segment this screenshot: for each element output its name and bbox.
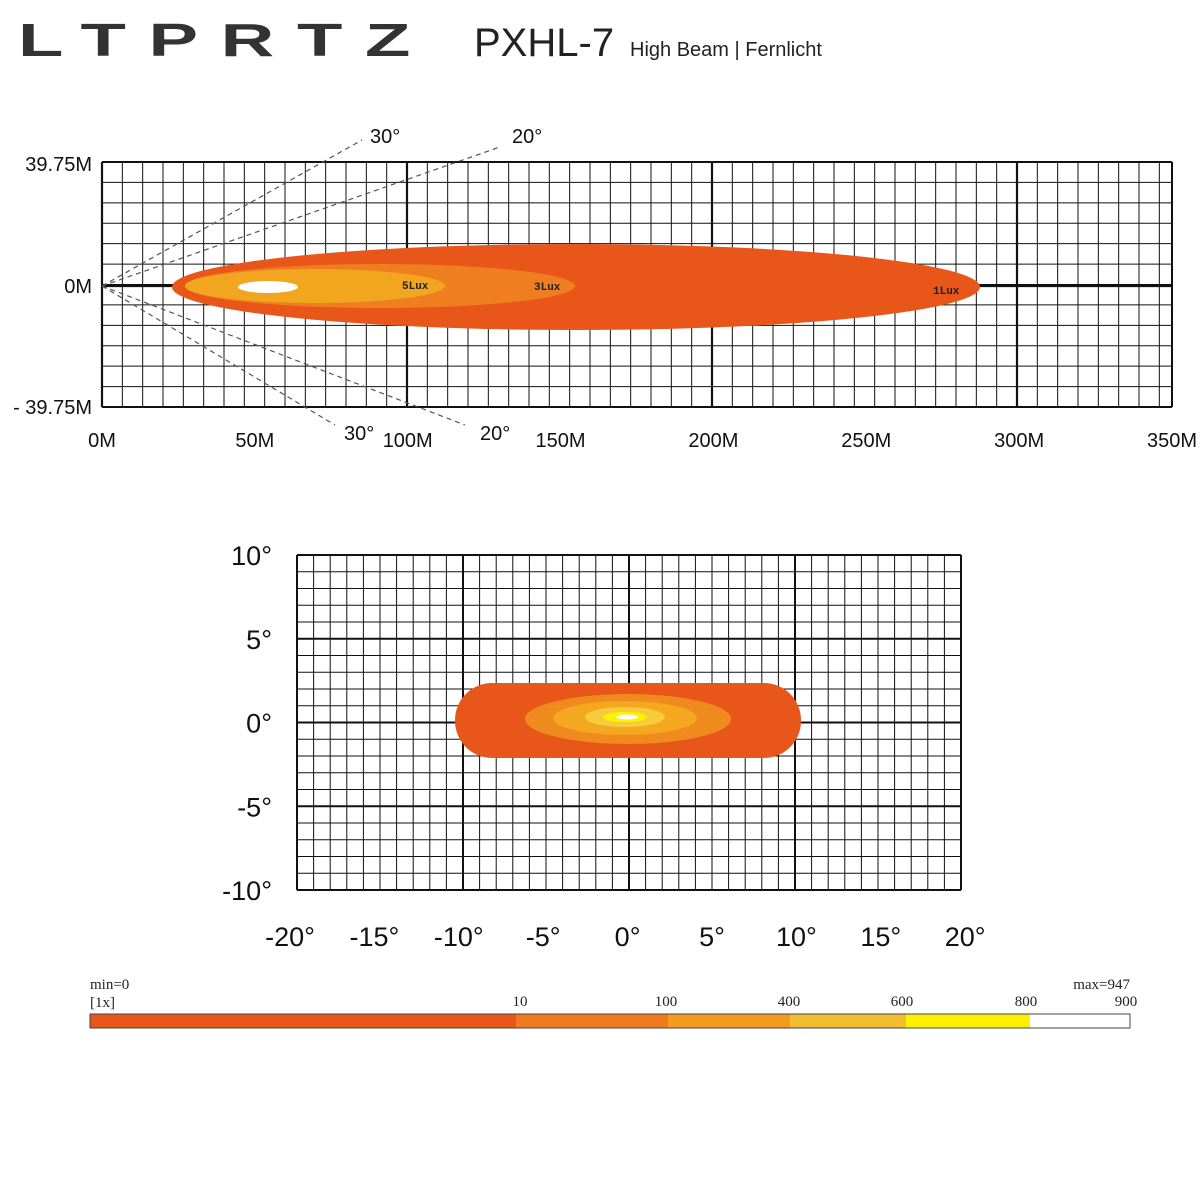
scale-unit: [1x] xyxy=(90,995,115,1011)
model: PXHL-7 xyxy=(474,21,614,65)
x-label: 200M xyxy=(688,430,738,452)
beam-core xyxy=(616,714,638,720)
x-label: 100M xyxy=(383,430,433,452)
angle-label: 20° xyxy=(480,423,510,445)
x-label: 300M xyxy=(994,430,1044,452)
x-label: -15° xyxy=(349,922,399,952)
x-label: -10° xyxy=(434,922,484,952)
scale-tick: 800 xyxy=(1015,994,1038,1010)
y-label: 10° xyxy=(231,541,272,571)
scale-min: min=0 xyxy=(90,977,129,993)
lux-label: 3Lux xyxy=(534,282,561,294)
beam-type: High Beam | Fernlicht xyxy=(630,39,822,61)
logo: LTPRTZ xyxy=(18,14,433,66)
top-beam xyxy=(172,244,980,330)
scale-segment xyxy=(90,1014,516,1028)
scale-border xyxy=(89,1013,1131,1029)
y-label: 39.75M xyxy=(25,154,92,176)
x-label: 150M xyxy=(536,430,586,452)
scale-segment xyxy=(1030,1014,1130,1028)
x-label: 0M xyxy=(88,430,116,452)
scale-tick: 600 xyxy=(891,994,914,1010)
bottom-beam xyxy=(455,683,801,758)
lux-label: 5Lux xyxy=(402,281,429,293)
y-label: 0° xyxy=(246,709,272,739)
color-scale: 10 100 400 600 800 900 xyxy=(89,994,1138,1029)
x-label: 15° xyxy=(860,922,901,952)
y-label: - 39.75M xyxy=(13,397,92,419)
x-label: 20° xyxy=(945,922,986,952)
scale-max: max=947 xyxy=(1073,977,1130,993)
scale-tick: 100 xyxy=(655,994,678,1010)
x-label: 250M xyxy=(841,430,891,452)
beam-core xyxy=(238,281,298,293)
y-label: 5° xyxy=(246,625,272,655)
x-label: -5° xyxy=(526,922,561,952)
scale-segment xyxy=(516,1014,668,1028)
scale-segment xyxy=(668,1014,790,1028)
x-label: 10° xyxy=(776,922,817,952)
scale-tick: 10 xyxy=(513,994,528,1010)
beam-5lux xyxy=(185,269,445,303)
angle-label: 30° xyxy=(344,423,374,445)
y-label: -10° xyxy=(222,876,272,906)
angle-label: 30° xyxy=(370,126,400,148)
angle-label: 20° xyxy=(512,126,542,148)
lux-label: 1Lux xyxy=(933,286,960,298)
x-label: 0° xyxy=(615,922,641,952)
scale-segment xyxy=(906,1014,1030,1028)
y-label: 0M xyxy=(64,276,92,298)
x-label: 5° xyxy=(699,922,725,952)
x-label: 50M xyxy=(235,430,274,452)
scale-segment xyxy=(790,1014,906,1028)
scale-tick: 900 xyxy=(1115,994,1138,1010)
scale-tick: 400 xyxy=(778,994,801,1010)
x-label: -20° xyxy=(265,922,315,952)
angle-lines xyxy=(101,139,501,426)
x-label: 350M xyxy=(1147,430,1197,452)
y-label: -5° xyxy=(237,792,272,822)
